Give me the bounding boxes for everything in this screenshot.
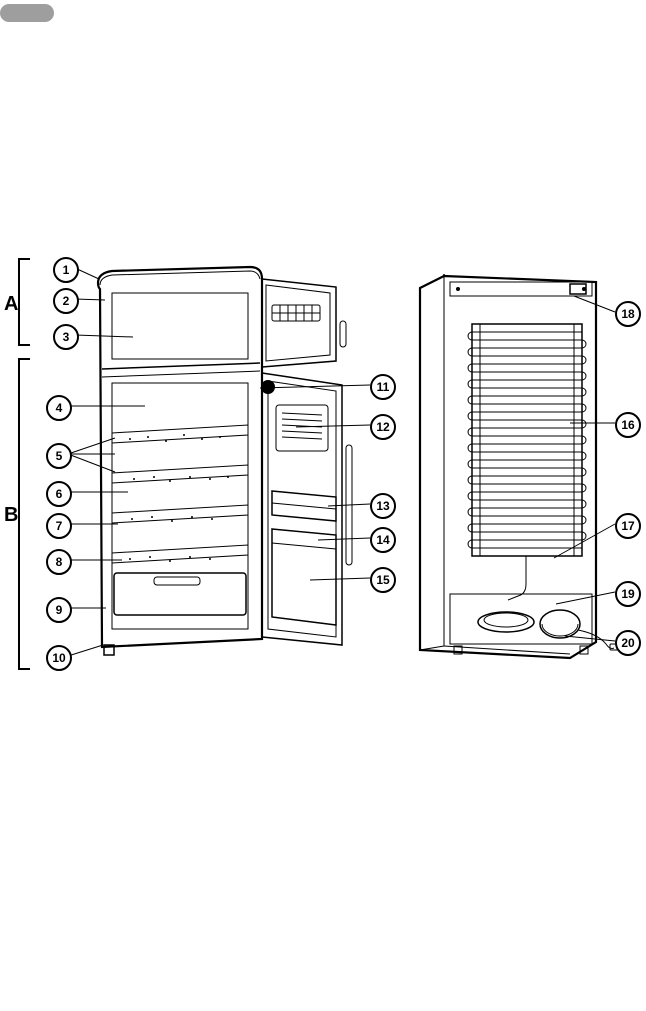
callout-13: 13	[370, 493, 396, 519]
callout-19: 19	[615, 581, 641, 607]
callout-17: 17	[615, 513, 641, 539]
callout-15: 15	[370, 567, 396, 593]
callout-6: 6	[46, 481, 72, 507]
callout-1: 1	[53, 257, 79, 283]
callout-16: 16	[615, 412, 641, 438]
callout-4: 4	[46, 395, 72, 421]
callout-12: 12	[370, 414, 396, 440]
callout-7: 7	[46, 513, 72, 539]
callout-3: 3	[53, 324, 79, 350]
callout-8: 8	[46, 549, 72, 575]
callout-5: 5	[46, 443, 72, 469]
callout-2: 2	[53, 288, 79, 314]
page: A B	[0, 0, 646, 1011]
callout-10: 10	[46, 645, 72, 671]
callout-11: 11	[370, 374, 396, 400]
callout-18: 18	[615, 301, 641, 327]
callout-20: 20	[615, 630, 641, 656]
leader-lines	[0, 0, 646, 1011]
callout-14: 14	[370, 527, 396, 553]
callout-9: 9	[46, 597, 72, 623]
